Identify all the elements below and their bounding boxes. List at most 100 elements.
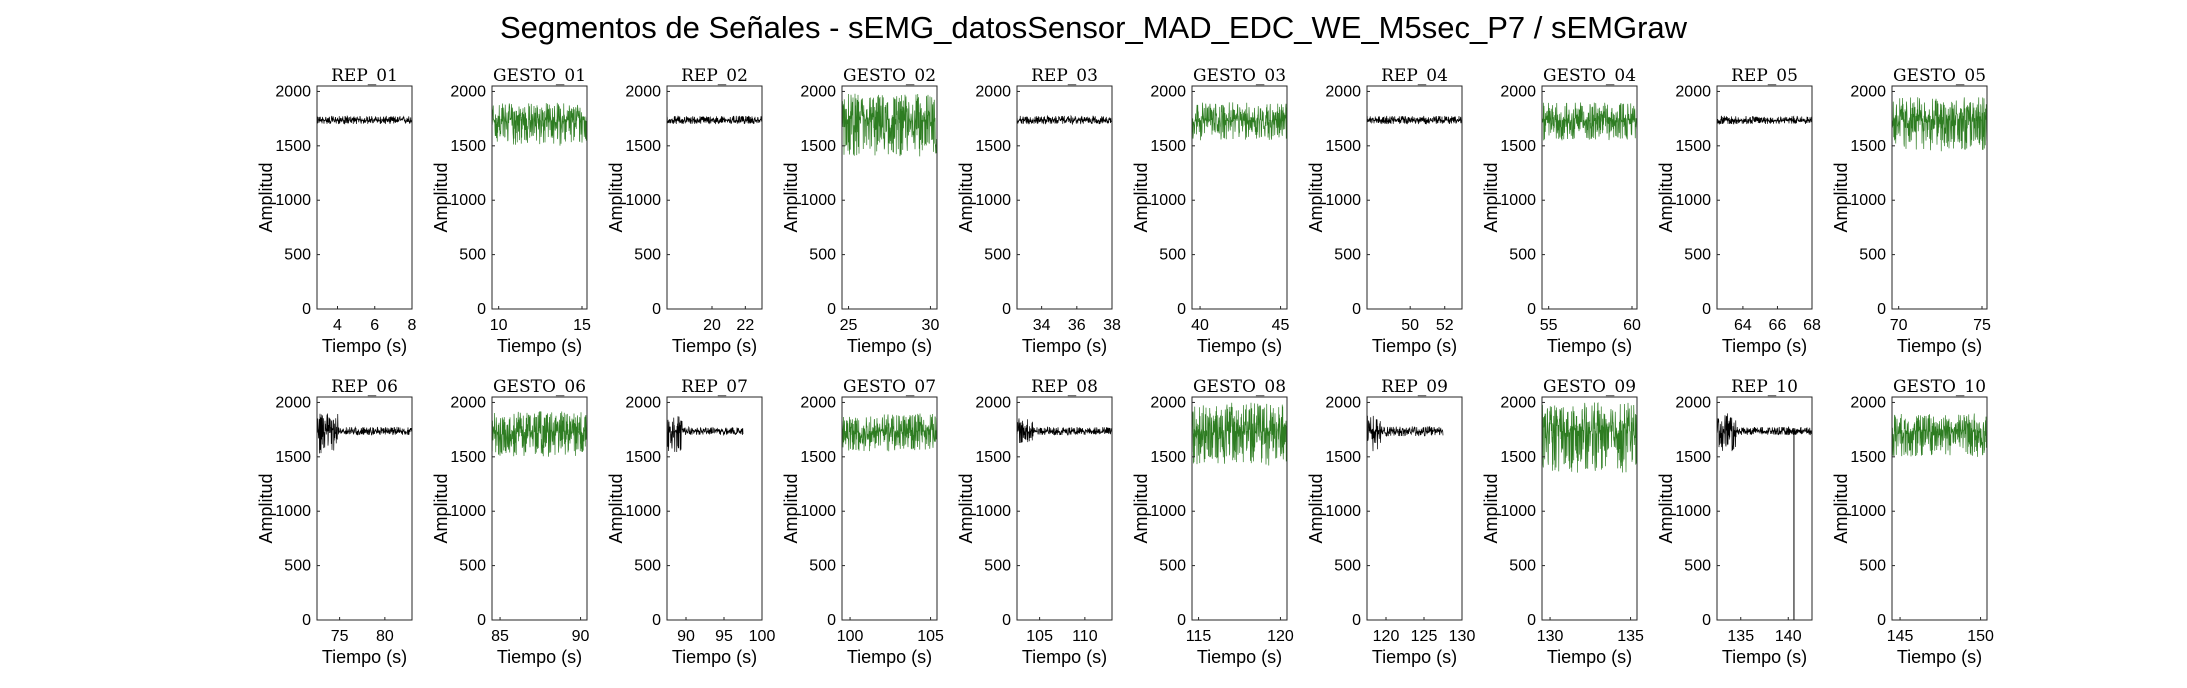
y-tick-label: 1500: [800, 449, 836, 466]
y-tick-label: 1500: [800, 138, 836, 155]
x-axis-label: Tiempo (s): [672, 647, 757, 667]
x-tick-label: 90: [572, 628, 590, 645]
subplot-gesto-09: 0 500 1000 1500 2000 130 135 GESTO_09 Tiempo (s)…: [1481, 377, 1644, 667]
y-tick-label: 2000: [800, 394, 836, 411]
y-tick-label: 1000: [1500, 503, 1536, 520]
x-axis-label: Tiempo (s): [497, 647, 582, 667]
y-tick-label: 1000: [975, 503, 1011, 520]
y-axis-label: Amplitud: [1656, 473, 1676, 543]
y-tick-label: 2000: [275, 394, 311, 411]
y-tick-label: 1500: [450, 449, 486, 466]
subplot-gesto-06: 0 500 1000 1500 2000 85 90 GESTO_06 Tiempo (s) Am…: [431, 377, 590, 667]
y-tick-label: 1000: [1150, 192, 1186, 209]
signal-trace: [1716, 413, 1813, 452]
y-tick-label: 0: [1527, 301, 1536, 318]
subplot-gesto-10: 0 500 1000 1500 2000 145 150 GESTO_10 Tiempo (s)…: [1831, 377, 1994, 667]
y-tick-label: 1000: [450, 503, 486, 520]
y-tick-label: 0: [1177, 612, 1186, 629]
x-tick-label: 105: [1026, 628, 1053, 645]
y-axis-label: Amplitud: [1306, 473, 1326, 543]
y-axis-label: Amplitud: [1481, 162, 1501, 232]
x-tick-label: 110: [1072, 628, 1098, 645]
y-axis-label: Amplitud: [781, 162, 801, 232]
x-tick-label: 75: [1973, 317, 1991, 334]
y-tick-label: 1500: [625, 449, 661, 466]
x-tick-label: 64: [1734, 317, 1752, 334]
signal-trace: [1016, 114, 1113, 126]
x-axis-label: Tiempo (s): [322, 647, 407, 667]
x-tick-label: 52: [1436, 317, 1454, 334]
y-tick-label: 1500: [975, 449, 1011, 466]
y-tick-label: 500: [634, 558, 661, 575]
y-tick-label: 2000: [800, 83, 836, 100]
axes-box: [666, 85, 763, 310]
x-tick-label: 135: [1617, 628, 1644, 645]
axes-box: [1191, 85, 1288, 310]
y-tick-label: 1500: [1850, 138, 1886, 155]
y-tick-label: 2000: [975, 83, 1011, 100]
y-tick-label: 500: [284, 558, 311, 575]
axes-box: [316, 85, 413, 310]
x-tick-label: 4: [333, 317, 342, 334]
x-tick-label: 70: [1890, 317, 1908, 334]
y-tick-label: 0: [302, 301, 311, 318]
y-tick-label: 0: [1527, 612, 1536, 629]
y-tick-label: 1000: [1850, 192, 1886, 209]
x-tick-label: 38: [1103, 317, 1121, 334]
y-tick-label: 1500: [275, 449, 311, 466]
subplot-title: GESTO_06: [493, 377, 586, 397]
y-tick-label: 500: [1509, 558, 1536, 575]
subplot-title: REP_07: [681, 377, 748, 397]
y-tick-label: 1500: [1150, 138, 1186, 155]
signal-trace: [316, 413, 413, 454]
x-axis-label: Tiempo (s): [1722, 647, 1807, 667]
y-axis-label: Amplitud: [956, 473, 976, 543]
y-tick-label: 1000: [1325, 192, 1361, 209]
y-tick-label: 500: [459, 247, 486, 264]
y-axis-label: Amplitud: [606, 473, 626, 543]
y-tick-label: 500: [809, 558, 836, 575]
y-tick-label: 1500: [1150, 449, 1186, 466]
y-tick-label: 0: [1002, 301, 1011, 318]
subplot-rep-07: 0 500 1000 1500 2000 90 95 100 REP_07 Tiempo (s) A…: [606, 377, 775, 667]
y-axis-label: Amplitud: [1831, 162, 1851, 232]
y-tick-label: 500: [1509, 247, 1536, 264]
y-tick-label: 0: [652, 301, 661, 318]
subplot-gesto-02: 0 500 1000 1500 2000 25 30 GESTO_02 Tiempo (s) Am…: [781, 66, 939, 356]
subplot-gesto-03: 0 500 1000 1500 2000 40 45 GESTO_03 Tiempo (s) Am…: [1131, 66, 1290, 356]
y-tick-label: 500: [984, 247, 1011, 264]
subplot-title: REP_09: [1381, 377, 1448, 397]
subplot-title: REP_10: [1731, 377, 1798, 397]
signal-trace: [666, 115, 763, 125]
axes-box: [1891, 396, 1988, 621]
x-tick-label: 145: [1887, 628, 1914, 645]
signal-trace: [1541, 402, 1638, 473]
y-tick-label: 500: [634, 247, 661, 264]
x-tick-label: 60: [1623, 317, 1641, 334]
y-tick-label: 2000: [1500, 83, 1536, 100]
y-axis-label: Amplitud: [1306, 162, 1326, 232]
x-tick-label: 36: [1068, 317, 1086, 334]
y-tick-label: 0: [1002, 612, 1011, 629]
axes-box: [491, 85, 588, 310]
axes-box: [1016, 85, 1113, 310]
signal-trace: [1716, 115, 1813, 126]
y-tick-label: 2000: [450, 394, 486, 411]
x-tick-label: 90: [677, 628, 695, 645]
subplot-title: GESTO_02: [843, 66, 936, 86]
subplot-title: REP_05: [1731, 66, 1798, 86]
y-tick-label: 0: [477, 612, 486, 629]
figure-title: Segmentos de Señales - sEMG_datosSensor_…: [499, 10, 1688, 45]
y-axis-label: Amplitud: [1831, 473, 1851, 543]
y-tick-label: 500: [1859, 247, 1886, 264]
y-tick-label: 0: [1352, 612, 1361, 629]
x-axis-label: Tiempo (s): [1372, 647, 1457, 667]
signal-trace: [1366, 115, 1463, 126]
subplot-rep-03: 0 500 1000 1500 2000 34 36 38 REP_03 Tiempo (s) Am…: [956, 66, 1121, 356]
axes-box: [1716, 85, 1813, 310]
subplot-title: GESTO_03: [1193, 66, 1286, 86]
x-tick-label: 130: [1449, 628, 1476, 645]
y-axis-label: Amplitud: [431, 162, 451, 232]
x-tick-label: 20: [703, 317, 721, 334]
y-tick-label: 2000: [1325, 394, 1361, 411]
